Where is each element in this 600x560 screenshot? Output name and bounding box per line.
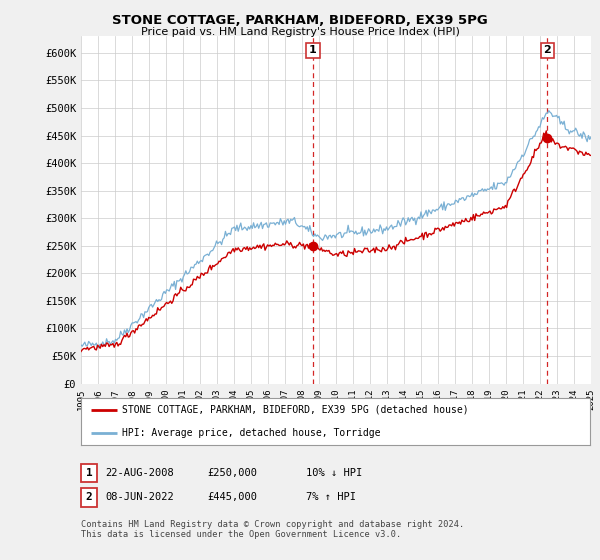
Text: 08-JUN-2022: 08-JUN-2022 bbox=[105, 492, 174, 502]
Text: 1: 1 bbox=[86, 468, 92, 478]
Text: £445,000: £445,000 bbox=[207, 492, 257, 502]
Text: 2: 2 bbox=[86, 492, 92, 502]
Text: STONE COTTAGE, PARKHAM, BIDEFORD, EX39 5PG: STONE COTTAGE, PARKHAM, BIDEFORD, EX39 5… bbox=[112, 14, 488, 27]
Text: 22-AUG-2008: 22-AUG-2008 bbox=[105, 468, 174, 478]
Text: Contains HM Land Registry data © Crown copyright and database right 2024.
This d: Contains HM Land Registry data © Crown c… bbox=[81, 520, 464, 539]
Text: HPI: Average price, detached house, Torridge: HPI: Average price, detached house, Torr… bbox=[122, 428, 380, 438]
Text: 1: 1 bbox=[309, 45, 317, 55]
Text: 2: 2 bbox=[544, 45, 551, 55]
Text: STONE COTTAGE, PARKHAM, BIDEFORD, EX39 5PG (detached house): STONE COTTAGE, PARKHAM, BIDEFORD, EX39 5… bbox=[122, 404, 469, 414]
Text: Price paid vs. HM Land Registry's House Price Index (HPI): Price paid vs. HM Land Registry's House … bbox=[140, 27, 460, 37]
Text: 7% ↑ HPI: 7% ↑ HPI bbox=[306, 492, 356, 502]
Text: 10% ↓ HPI: 10% ↓ HPI bbox=[306, 468, 362, 478]
Text: £250,000: £250,000 bbox=[207, 468, 257, 478]
